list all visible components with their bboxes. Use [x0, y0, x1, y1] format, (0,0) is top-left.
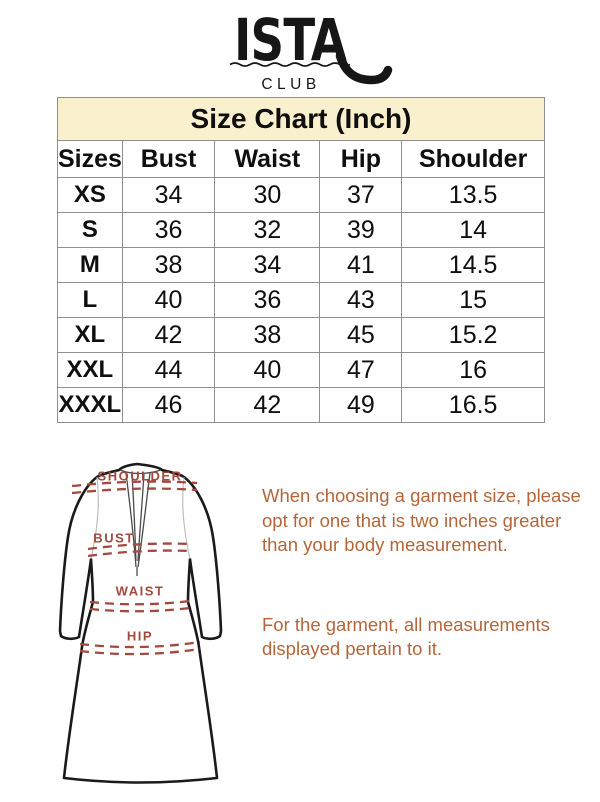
placket-left: [131, 473, 137, 562]
shoulder-value: 15.2: [401, 317, 545, 353]
bust-value: 40: [121, 282, 216, 318]
waist-value: 40: [214, 352, 321, 388]
hip-label: HIP: [126, 628, 154, 644]
size-label: XXXL: [57, 387, 123, 423]
shoulder-measure-line: [71, 487, 198, 495]
size-label: S: [57, 212, 123, 248]
note-line: opt for one that is two inches greater: [262, 509, 562, 531]
table-header-row: Sizes Bust Waist Hip Shoulder: [57, 140, 545, 178]
waist-label: WAIST: [115, 583, 165, 599]
hip-value: 37: [319, 177, 403, 213]
waist-measure-line: [89, 606, 191, 613]
bust-measure-line: [87, 549, 193, 558]
size-row-m: M 38 34 41 14.5: [57, 247, 545, 283]
size-label: L: [57, 282, 123, 318]
note-line: than your body measurement.: [262, 534, 508, 555]
kurta-silhouette: [58, 462, 223, 784]
size-label: XXL: [57, 352, 123, 388]
size-row-xxl: XXL 44 40 47 16: [57, 352, 545, 388]
placket-right: [137, 473, 145, 562]
hip-value: 47: [319, 352, 403, 388]
bust-value: 36: [121, 212, 216, 248]
garment-outline-drawing: [58, 462, 223, 784]
hip-value: 45: [319, 317, 403, 353]
shoulder-value: 13.5: [401, 177, 545, 213]
logo-swoosh-icon: [335, 51, 393, 85]
hip-value: 41: [319, 247, 403, 283]
size-row-s: S 36 32 39 14: [57, 212, 545, 248]
shoulder-value: 15: [401, 282, 545, 318]
hip-value: 39: [319, 212, 403, 248]
hip-measure-line: [79, 640, 201, 649]
note-line: When choosing a garment size, please: [262, 485, 581, 506]
brand-subtitle: CLUB: [261, 76, 320, 93]
size-row-xxxl: XXXL 46 42 49 16.5: [57, 387, 545, 423]
size-label: XS: [57, 177, 123, 213]
bust-value: 46: [121, 387, 216, 423]
col-header-shoulder: Shoulder: [401, 140, 545, 178]
hip-value: 49: [319, 387, 403, 423]
bust-measure-line: [87, 542, 193, 551]
table-title: Size Chart (Inch): [57, 97, 545, 141]
shoulder-value: 16: [401, 352, 545, 388]
note-line: For the garment, all measurements: [262, 613, 550, 635]
waist-value: 30: [214, 177, 321, 213]
shoulder-value: 14: [401, 212, 545, 248]
size-label: XL: [57, 317, 123, 353]
table-title-row: Size Chart (Inch): [57, 97, 545, 141]
note-size-advice: When choosing a garment size, please opt…: [262, 484, 582, 558]
bust-value: 44: [121, 352, 216, 388]
note-line: displayed pertain to it.: [262, 638, 442, 659]
collar-curve: [119, 469, 162, 475]
size-chart-table: Size Chart (Inch) Sizes Bust Waist Hip S…: [57, 97, 545, 423]
shoulder-value: 14.5: [401, 247, 545, 283]
sizing-notes: When choosing a garment size, please opt…: [262, 484, 582, 662]
col-header-hip: Hip: [319, 140, 403, 178]
logo-wavy-underline-icon: [229, 62, 351, 67]
size-row-xs: XS 34 30 37 13.5: [57, 177, 545, 213]
waist-measure-line: [89, 599, 191, 606]
col-header-sizes: Sizes: [57, 140, 123, 178]
garment-diagram: SHOULDER BUST WAIST HIP: [50, 455, 230, 795]
shoulder-label: SHOULDER: [97, 468, 183, 484]
brand-logo: ISTA CLUB: [185, 6, 405, 98]
bust-label: BUST: [93, 530, 135, 546]
brand-logo-graphic: ISTA CLUB: [229, 6, 393, 93]
right-armhole-seam: [182, 476, 191, 560]
size-row-l: L 40 36 43 15: [57, 282, 545, 318]
waist-value: 34: [214, 247, 321, 283]
bust-value: 42: [121, 317, 216, 353]
size-label: M: [57, 247, 123, 283]
bust-value: 34: [121, 177, 216, 213]
bust-value: 38: [121, 247, 216, 283]
hip-measure-line: [79, 647, 201, 656]
shoulder-measure-line: [71, 480, 198, 488]
waist-value: 36: [214, 282, 321, 318]
shoulder-value: 16.5: [401, 387, 545, 423]
waist-value: 38: [214, 317, 321, 353]
size-row-xl: XL 42 38 45 15.2: [57, 317, 545, 353]
hip-value: 43: [319, 282, 403, 318]
col-header-bust: Bust: [121, 140, 216, 178]
waist-value: 32: [214, 212, 321, 248]
col-header-waist: Waist: [214, 140, 321, 178]
note-measurement-scope: For the garment, all measurements displa…: [262, 613, 582, 662]
left-armhole-seam: [90, 476, 99, 560]
waist-value: 42: [214, 387, 321, 423]
